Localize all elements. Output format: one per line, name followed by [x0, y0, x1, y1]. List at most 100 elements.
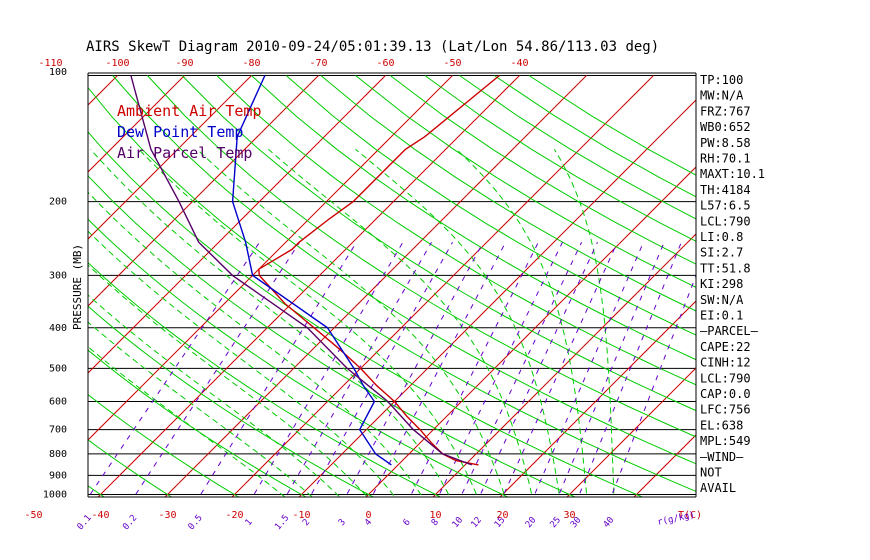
profile-lines — [130, 74, 500, 466]
dry-adiabat--10 — [88, 349, 307, 497]
legend-item-1: Dew Point Temp — [117, 123, 243, 141]
mixing-ratio-15 — [502, 242, 618, 497]
pressure-tick-200: 200 — [49, 197, 67, 208]
legend-item-2: Air Parcel Temp — [117, 144, 252, 162]
index-item-4: PW:8.58 — [700, 136, 751, 150]
isotherm-0 — [365, 166, 696, 497]
isotherm--80 — [88, 75, 252, 240]
pressure-tick-700: 700 — [49, 425, 67, 436]
mixing-ratio-label-6: 6 — [402, 517, 413, 528]
dry-adiabat-60 — [112, 75, 696, 465]
mixing-ratio-8 — [437, 242, 563, 497]
index-item-2: FRZ:767 — [700, 104, 751, 118]
mixing-ratio-25 — [557, 242, 665, 497]
bottom-temp-tick--50: -50 — [24, 510, 42, 521]
dry-adiabat-140 — [389, 75, 696, 265]
dry-adiabat-120 — [320, 75, 696, 312]
index-item-3: WB0:652 — [700, 120, 751, 134]
dry-adiabat--30 — [88, 439, 173, 497]
mixing-ratio-label-1.5: 1.5 — [273, 513, 291, 532]
mixing-ratio-label-20: 20 — [524, 515, 539, 530]
moist-adiabat-18 — [138, 148, 479, 497]
mixing-ratio-unit-label: r(g/kg) — [657, 510, 696, 528]
mixing-ratio-label-4: 4 — [363, 517, 374, 528]
mixing-ratio-10 — [459, 242, 583, 497]
index-item-17: CAPE:22 — [700, 340, 751, 354]
index-item-19: LCL:790 — [700, 371, 751, 385]
moist-adiabat-2 — [88, 264, 368, 497]
series-air-parcel-temp — [130, 75, 473, 466]
pressure-tick-900: 900 — [49, 470, 67, 481]
top-temp-tick--90: -90 — [175, 58, 193, 69]
moist-adiabat-6 — [88, 230, 396, 497]
bottom-temp-tick--30: -30 — [158, 510, 176, 521]
moist-adiabat-38 — [553, 149, 615, 497]
isotherm--70 — [88, 75, 319, 307]
index-item-0: TP:100 — [700, 73, 743, 87]
index-item-25: NOT — [700, 466, 722, 480]
index-item-23: MPL:549 — [700, 434, 751, 448]
mixing-ratio-label-25: 25 — [549, 515, 564, 530]
dry-adiabat-80 — [181, 75, 696, 412]
moist-adiabat--2 — [88, 294, 341, 497]
top-temp-tick--70: -70 — [309, 58, 327, 69]
top-temp-tick--110: -110 — [38, 58, 62, 69]
mixing-ratio-label-12: 12 — [469, 515, 484, 530]
series-dew-point-temp — [231, 75, 392, 466]
isotherm--40 — [97, 75, 520, 497]
moist-adiabat-30 — [355, 148, 561, 497]
index-item-14: SW:N/A — [700, 293, 744, 307]
mixing-ratio-12 — [478, 242, 598, 497]
pressure-tick-800: 800 — [49, 449, 67, 460]
dry-adiabat-160 — [459, 75, 696, 220]
index-item-12: TT:51.8 — [700, 261, 751, 275]
dry-adiabat-100 — [251, 75, 696, 361]
bottom-temp-tick--10: -10 — [292, 510, 310, 521]
index-item-24: –WIND– — [700, 450, 744, 464]
isotherm--60 — [88, 75, 386, 374]
top-temp-tick--100: -100 — [105, 58, 129, 69]
pressure-tick-1000: 1000 — [43, 490, 67, 501]
dry-adiabat-170 — [493, 75, 696, 198]
pressure-tick-100: 100 — [49, 67, 67, 78]
mixing-ratio-0.5 — [198, 241, 357, 497]
index-item-7: TH:4184 — [700, 183, 751, 197]
isotherm-10 — [432, 233, 696, 497]
mixing-ratio-label-3: 3 — [337, 517, 348, 528]
mixing-ratio-0.2 — [133, 241, 300, 497]
moist-adiabat--10 — [88, 346, 286, 497]
moist-adiabat-34 — [456, 148, 588, 497]
index-item-8: L57:6.5 — [700, 199, 751, 213]
mixing-ratio-20 — [532, 242, 644, 497]
mixing-ratio-label-1: 1 — [244, 517, 255, 528]
dry-adiabat-70 — [147, 75, 696, 438]
moist-adiabat-14 — [90, 148, 451, 497]
dry-adiabat-30 — [88, 174, 577, 497]
isotherm--110 — [0, 76, 51, 504]
axis-labels: 1002003004005006007008009001000-120-110-… — [24, 58, 702, 532]
top-temp-tick--80: -80 — [242, 58, 260, 69]
dry-adiabat-10 — [88, 261, 442, 497]
mixing-ratio-label-8: 8 — [430, 517, 441, 528]
top-temp-tick--40: -40 — [510, 58, 528, 69]
pressure-tick-400: 400 — [49, 323, 67, 334]
moist-adiabat-22 — [196, 148, 506, 497]
y-axis-label: PRESSURE (MB) — [71, 244, 84, 330]
pressure-tick-300: 300 — [49, 270, 67, 281]
dry-adiabat-0 — [88, 305, 375, 497]
legend: Ambient Air Temp Dew Point Temp Air Parcel… — [117, 102, 262, 162]
mixing-ratio-30 — [577, 242, 682, 497]
chart-title: AIRS SkewT Diagram 2010-09-24/05:01:39.1… — [86, 39, 659, 55]
index-item-1: MW:N/A — [700, 89, 744, 103]
plot-frame — [87, 72, 697, 498]
bottom-temp-tick--40: -40 — [91, 510, 109, 521]
mixing-ratio-label-10: 10 — [451, 515, 466, 530]
dry-adiabat-110 — [285, 75, 696, 336]
index-item-9: LCL:790 — [700, 214, 751, 228]
mixing-ratio-label-2: 2 — [301, 517, 312, 528]
isotherm--50 — [88, 75, 453, 441]
mixing-ratio-4 — [371, 242, 507, 497]
index-item-16: –PARCEL– — [700, 324, 759, 338]
index-item-11: SI:2.7 — [700, 246, 743, 260]
